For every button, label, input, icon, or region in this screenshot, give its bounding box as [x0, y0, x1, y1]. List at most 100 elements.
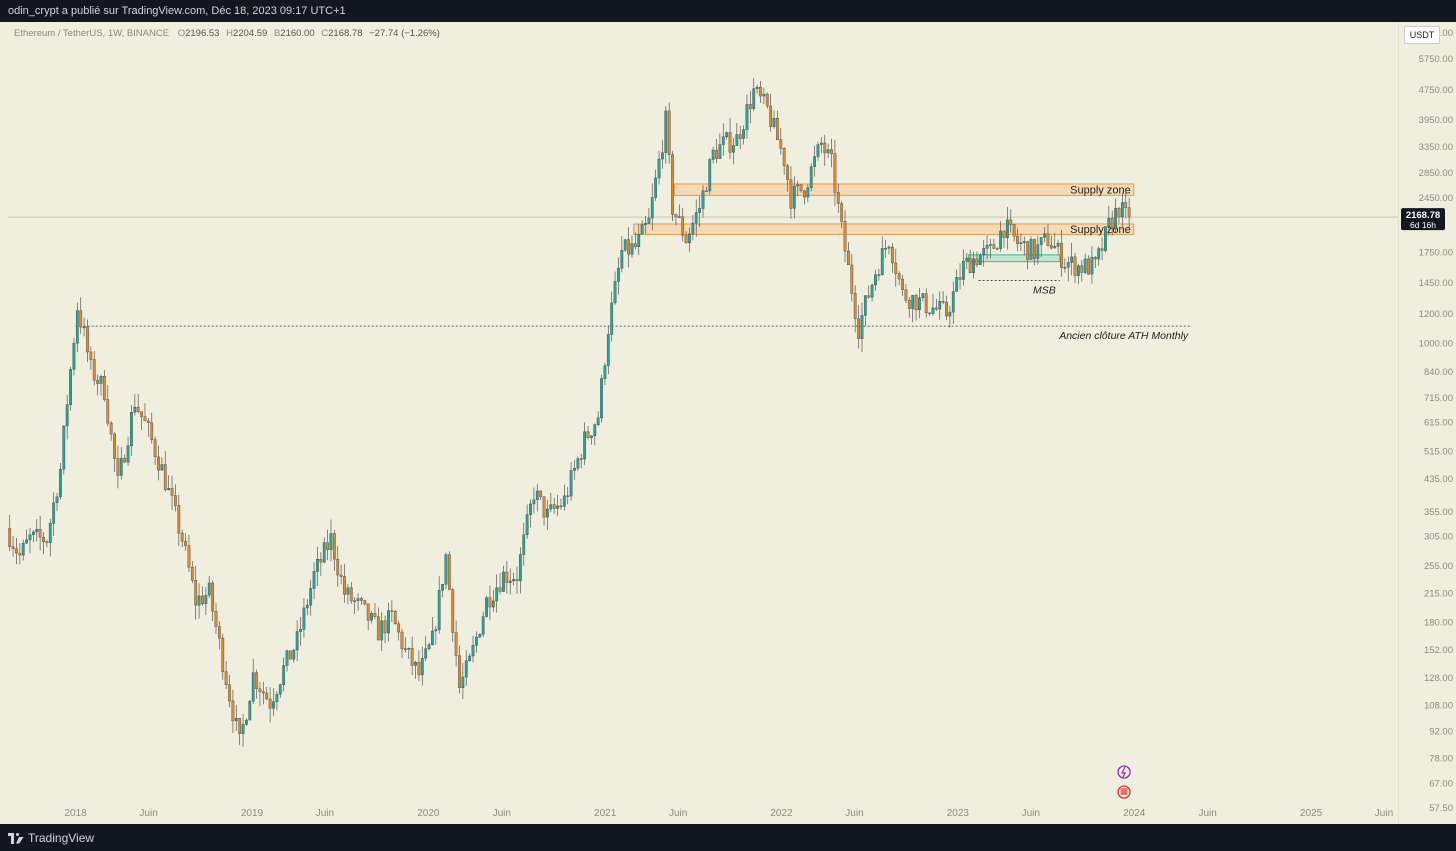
candle-body: [1110, 217, 1114, 230]
candle-body: [353, 600, 357, 602]
candle-body: [143, 416, 147, 422]
close-value: 2168.78: [328, 28, 363, 39]
candle-body: [431, 630, 434, 645]
candle-body: [312, 571, 316, 589]
candle-body: [346, 587, 350, 595]
candle-body: [349, 587, 353, 602]
candle-body: [174, 495, 177, 506]
time-tick-label: Juin: [139, 808, 157, 819]
candle-body: [620, 250, 624, 269]
time-tick-label: Juin: [669, 808, 687, 819]
candle-body: [319, 559, 323, 563]
candle-body: [975, 258, 979, 265]
candle-body: [82, 326, 86, 329]
candle-body: [958, 277, 962, 280]
candle-body: [907, 299, 911, 309]
candle-body: [684, 235, 688, 244]
tradingview-label: TradingView: [28, 831, 95, 845]
price-tick-label: 78.00: [1429, 754, 1453, 765]
candle-body: [725, 132, 729, 137]
candle-body: [1019, 242, 1023, 244]
candle-body: [1060, 242, 1063, 268]
candle-body: [1104, 226, 1107, 251]
change-value: −27.74 (−1.26%): [369, 28, 440, 39]
candle-body: [1063, 267, 1067, 269]
candle-body: [728, 132, 732, 153]
candle-body: [261, 691, 265, 694]
supply-zone: [673, 183, 1135, 196]
candle-body: [566, 495, 570, 498]
candle-body: [1039, 237, 1043, 245]
candle-body: [1005, 219, 1009, 238]
candle-body: [1022, 241, 1026, 243]
candle-body: [701, 190, 705, 209]
candle-body: [103, 376, 106, 400]
tradingview-logo[interactable]: TradingView: [8, 831, 94, 845]
candle-body: [894, 262, 898, 274]
time-tick-label: 2024: [1123, 808, 1146, 819]
candle-body: [241, 724, 245, 734]
candle-body: [397, 623, 401, 633]
price-tick-label: 5750.00: [1419, 54, 1453, 65]
price-tick-label: 128.00: [1424, 673, 1453, 684]
candle-body: [245, 719, 248, 725]
price-tick-label: 615.00: [1424, 418, 1453, 429]
candle-body: [258, 688, 262, 692]
chart-pane[interactable]: Supply zone Supply zone MSB Ancien clôture …: [8, 22, 1398, 801]
candle-body: [836, 192, 840, 204]
candle-body: [278, 684, 282, 695]
candle-body: [424, 648, 428, 659]
candle-body: [515, 579, 519, 582]
candle-body: [211, 582, 214, 612]
symbol-legend: Ethereum / TetherUS, 1W, BINANCE O2196.5…: [14, 28, 440, 39]
high-value: 2204.59: [232, 28, 268, 39]
candle-body: [667, 110, 671, 155]
candle-body: [390, 610, 394, 612]
candle-body: [627, 239, 630, 255]
time-tick-label: Juin: [1198, 808, 1216, 819]
candle-body: [772, 117, 776, 127]
price-tick-label: 1750.00: [1419, 248, 1453, 259]
price-tick-label: 57.50: [1429, 803, 1453, 814]
candle-body: [891, 246, 894, 264]
candle-body: [897, 273, 901, 280]
candle-body: [404, 648, 407, 650]
candle-body: [535, 490, 539, 501]
price-axis[interactable]: 6750.005750.004750.003950.003350.002850.…: [1398, 22, 1456, 824]
candle-body: [1036, 244, 1040, 259]
candle-body: [694, 212, 698, 224]
candle-body: [1066, 262, 1070, 268]
price-tick-label: 1000.00: [1419, 339, 1453, 350]
candle-body: [562, 495, 566, 507]
candle-body: [316, 559, 319, 572]
candle-body: [410, 648, 414, 666]
candle-body: [985, 244, 989, 249]
candle-body: [1070, 256, 1074, 263]
candle-body: [1087, 258, 1090, 275]
candle-body: [877, 274, 881, 276]
price-tick-label: 715.00: [1424, 393, 1453, 404]
candle-body: [1029, 239, 1033, 260]
candle-body: [924, 293, 928, 314]
time-axis[interactable]: 2018 Juin 2019 Juin 2020 Juin 2021 Juin 2022 Juin…: [0, 801, 1398, 824]
candle-body: [735, 134, 739, 146]
candle-body: [630, 243, 634, 255]
currency-button[interactable]: USDT: [1404, 26, 1440, 44]
candle-body: [1080, 265, 1084, 273]
candle-body: [691, 222, 695, 235]
candle-body: [593, 424, 597, 437]
candle-body: [89, 351, 93, 360]
candle-body: [184, 541, 187, 546]
price-tick-label: 152.00: [1424, 645, 1453, 656]
candle-body: [356, 598, 360, 601]
price-tick-label: 1450.00: [1419, 278, 1453, 289]
candle-body: [596, 417, 600, 425]
publisher-bar: odin_crypt a publié sur TradingView.com,…: [0, 0, 1456, 22]
price-chart[interactable]: Supply zone Supply zone MSB Ancien clôture …: [8, 22, 1398, 824]
candle-body: [194, 580, 198, 606]
candle-body: [657, 158, 661, 179]
candle-body: [214, 611, 218, 627]
candle-body: [478, 634, 482, 638]
candle-body: [1090, 256, 1094, 275]
last-price-countdown: 6d 16h: [1410, 220, 1436, 230]
